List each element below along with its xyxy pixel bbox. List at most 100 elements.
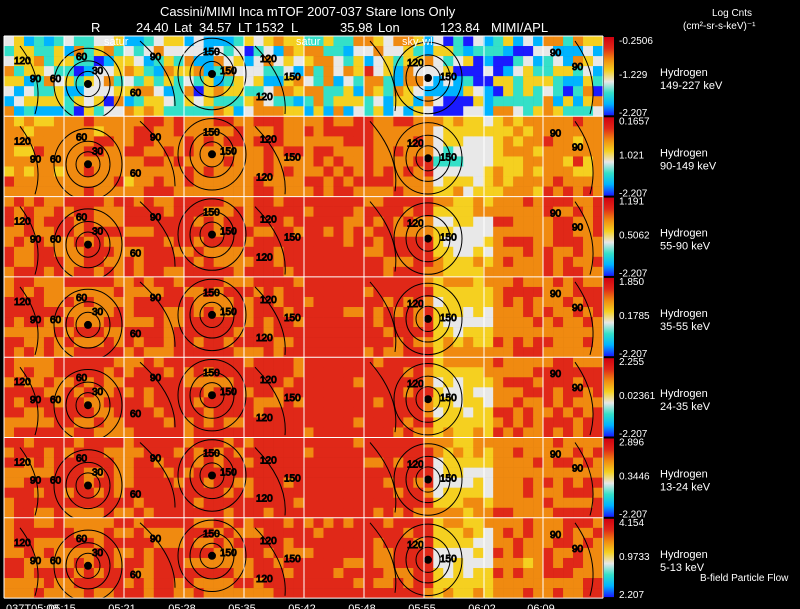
- heatmap-cell: [263, 106, 274, 117]
- heatmap-cell: [263, 377, 274, 388]
- heatmap-cell: [583, 467, 594, 478]
- heatmap-cell: [543, 467, 554, 478]
- heatmap-cell: [593, 467, 604, 478]
- lon-extra-value: 123.84: [440, 20, 480, 35]
- heatmap-cell: [113, 447, 125, 458]
- heatmap-cell: [443, 166, 454, 177]
- heatmap-cell: [343, 286, 354, 298]
- heatmap-cell: [353, 537, 364, 549]
- heatmap-cell: [463, 497, 474, 509]
- heatmap-cell: [253, 86, 264, 97]
- heatmap-cell: [203, 196, 214, 207]
- heatmap-cell: [583, 507, 594, 519]
- heatmap-cell: [33, 507, 45, 519]
- heatmap-cell: [73, 437, 85, 448]
- heatmap-cell: [483, 156, 494, 167]
- species-label: Hydrogen: [660, 469, 708, 481]
- heatmap-cell: [103, 437, 115, 448]
- heatmap-cell: [113, 317, 125, 328]
- heatmap-cell: [313, 467, 324, 478]
- heatmap-cell: [253, 156, 264, 167]
- heatmap-cell: [223, 367, 234, 378]
- heatmap-cell: [273, 517, 284, 529]
- heatmap-cell: [543, 236, 554, 248]
- heatmap-cell: [73, 578, 85, 589]
- heatmap-cell: [583, 256, 594, 268]
- heatmap-cell: [33, 36, 45, 47]
- heatmap-cell: [463, 276, 474, 288]
- heatmap-cell: [423, 86, 434, 97]
- heatmap-cell: [263, 136, 274, 147]
- heatmap-cell: [93, 196, 105, 207]
- heatmap-cell: [483, 276, 494, 288]
- heatmap-cell: [493, 327, 504, 338]
- heatmap-cell: [83, 96, 95, 107]
- heatmap-cell: [123, 477, 135, 488]
- heatmap-cell: [533, 146, 544, 157]
- heatmap-cell: [173, 578, 184, 589]
- heatmap-cell: [413, 487, 424, 499]
- heatmap-cell: [333, 317, 344, 328]
- heatmap-cell: [33, 86, 45, 97]
- heatmap-cell: [443, 588, 454, 599]
- heatmap-cell: [403, 367, 414, 378]
- heatmap-cell: [513, 76, 524, 87]
- heatmap-cell: [353, 176, 364, 187]
- heatmap-cell: [503, 256, 514, 268]
- heatmap-cell: [183, 236, 194, 248]
- heatmap-cell: [4, 126, 15, 137]
- heatmap-cell: [473, 96, 484, 107]
- contour-label: 90: [150, 213, 162, 224]
- heatmap-cell: [183, 216, 194, 228]
- heatmap-cell: [403, 327, 414, 338]
- heatmap-cell: [353, 397, 364, 408]
- heatmap-cell: [273, 66, 284, 77]
- heatmap-cell: [393, 276, 404, 288]
- column-annotation: satur: [296, 36, 321, 48]
- heatmap-cell: [453, 527, 464, 539]
- heatmap-cell: [503, 166, 514, 177]
- heatmap-cell: [313, 567, 324, 579]
- heatmap-cell: [43, 407, 55, 418]
- heatmap-cell: [573, 357, 584, 368]
- heatmap-cell: [53, 507, 65, 519]
- heatmap-cell: [13, 487, 25, 499]
- heatmap-cell: [293, 106, 304, 117]
- heatmap-cell: [463, 387, 474, 398]
- heatmap-cell: [223, 266, 234, 278]
- heatmap-cell: [233, 36, 244, 47]
- heatmap-cell: [193, 76, 204, 87]
- heatmap-cell: [63, 497, 75, 509]
- heatmap-cell: [193, 487, 204, 499]
- heatmap-cell: [153, 588, 165, 599]
- heatmap-cell: [583, 447, 594, 458]
- heatmap-cell: [13, 256, 25, 268]
- heatmap-cell: [543, 537, 554, 549]
- heatmap-cell: [383, 578, 394, 589]
- heatmap-cell: [583, 427, 594, 438]
- heatmap-cell: [583, 36, 594, 47]
- heatmap-cell: [363, 547, 374, 559]
- heatmap-cell: [133, 407, 145, 418]
- heatmap-cell: [353, 367, 364, 378]
- heatmap-cell: [483, 427, 494, 438]
- heatmap-cell: [73, 497, 85, 509]
- heatmap-cell: [223, 236, 234, 248]
- heatmap-cell: [93, 517, 105, 529]
- heatmap-cell: [143, 578, 155, 589]
- heatmap-cell: [303, 517, 314, 529]
- heatmap-cell: [493, 176, 504, 187]
- heatmap-cell: [523, 226, 534, 238]
- heatmap-cell: [123, 36, 135, 47]
- heatmap-cell: [43, 557, 55, 569]
- heatmap-cell: [183, 347, 194, 358]
- heatmap-cell: [363, 507, 374, 519]
- heatmap-cell: [493, 216, 504, 228]
- heatmap-cell: [183, 517, 194, 529]
- heatmap-cell: [473, 206, 484, 217]
- heatmap-cell: [273, 186, 284, 197]
- heatmap-cell: [213, 527, 224, 539]
- heatmap-cell: [383, 146, 394, 157]
- heatmap-cell: [473, 507, 484, 519]
